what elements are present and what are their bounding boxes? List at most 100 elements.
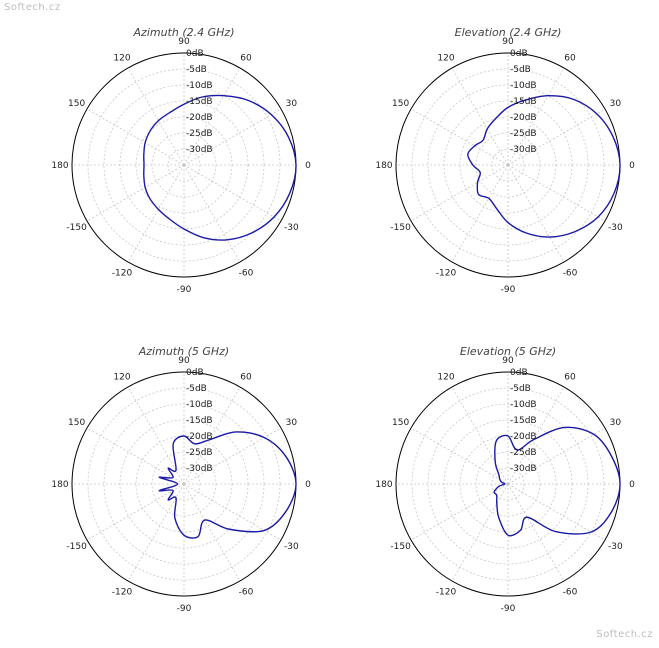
grid-spoke — [410, 427, 509, 485]
angle-tick-label: 0 — [629, 161, 635, 171]
polar-chart-1: 0 30 60 90 120 150 180 -150 -120 -90 -60 -30 0dB -5dB… — [51, 26, 311, 295]
radial-tick-label: -5dB — [510, 65, 531, 75]
angle-tick-label: -60 — [239, 268, 254, 278]
grid-spoke — [410, 164, 509, 222]
angle-tick-label: -90 — [177, 285, 192, 295]
angle-tick-label: -150 — [390, 542, 411, 552]
grid-spoke — [507, 483, 606, 541]
chart-title: Elevation (5 GHz) — [460, 345, 556, 358]
angle-tick-label: -150 — [66, 223, 87, 233]
grid-spoke — [127, 386, 185, 485]
radial-tick-label: -30dB — [186, 464, 213, 474]
angle-tick-label: -120 — [112, 268, 133, 278]
angle-tick-label: -60 — [563, 587, 578, 597]
grid-spoke — [451, 386, 509, 485]
angle-tick-label: 120 — [437, 373, 454, 383]
radial-tick-label: -10dB — [186, 400, 213, 410]
angle-tick-label: 30 — [610, 99, 622, 109]
angle-tick-label: 180 — [375, 161, 392, 171]
chart-title: Elevation (2.4 GHz) — [455, 26, 562, 39]
grid-spoke — [86, 483, 185, 541]
angle-tick-label: -30 — [608, 542, 623, 552]
angle-tick-label: 180 — [51, 161, 68, 171]
grid-spoke — [127, 164, 185, 263]
grid-spoke — [183, 483, 282, 541]
angle-tick-label: 0 — [305, 480, 311, 490]
grid-spoke — [410, 483, 509, 541]
angle-tick-label: -90 — [177, 604, 192, 614]
angle-tick-label: -120 — [436, 587, 457, 597]
radial-tick-label: -5dB — [186, 384, 207, 394]
angle-tick-label: 60 — [240, 54, 252, 64]
radial-tick-label: -15dB — [510, 416, 537, 426]
radial-tick-label: -25dB — [186, 448, 213, 458]
angle-tick-label: 150 — [392, 418, 409, 428]
grid-spoke — [507, 108, 606, 166]
grid-spoke — [183, 164, 241, 263]
angle-tick-label: 30 — [286, 418, 298, 428]
angle-tick-label: 60 — [564, 54, 576, 64]
radial-tick-label: -30dB — [510, 464, 537, 474]
grid-spoke — [86, 164, 185, 222]
grid-spoke — [451, 164, 509, 263]
angle-tick-label: 120 — [437, 54, 454, 64]
watermark-top: Softech.cz — [4, 2, 61, 13]
radial-tick-label: -25dB — [510, 448, 537, 458]
grid-spoke — [507, 427, 606, 485]
grid-spoke — [451, 483, 509, 582]
grid-spoke — [507, 386, 565, 485]
grid-spoke — [127, 483, 185, 582]
angle-tick-label: -90 — [501, 285, 516, 295]
radial-tick-label: -15dB — [186, 97, 213, 107]
grid-spoke — [451, 67, 509, 166]
angle-tick-label: -60 — [563, 268, 578, 278]
grid-spoke — [86, 427, 185, 485]
radial-tick-label: -25dB — [186, 129, 213, 139]
angle-tick-label: 0 — [305, 161, 311, 171]
radial-tick-label: -25dB — [510, 129, 537, 139]
angle-tick-label: -90 — [501, 604, 516, 614]
radial-tick-label: -10dB — [186, 81, 213, 91]
angle-tick-label: 90 — [178, 356, 190, 366]
grid-spoke — [507, 67, 565, 166]
grid-spoke — [86, 108, 185, 166]
angle-tick-label: 120 — [113, 373, 130, 383]
angle-tick-label: 0 — [629, 480, 635, 490]
radial-tick-label: 0dB — [186, 49, 204, 59]
radial-tick-label: -15dB — [510, 97, 537, 107]
angle-tick-label: 30 — [286, 99, 298, 109]
polar-chart-4: 0 30 60 90 120 150 180 -150 -120 -90 -60 -30 0dB -5dB… — [375, 345, 635, 614]
radial-tick-label: -30dB — [186, 145, 213, 155]
radial-tick-label: 0dB — [186, 368, 204, 378]
radial-tick-label: -5dB — [186, 65, 207, 75]
angle-tick-label: 180 — [51, 480, 68, 490]
radial-tick-label: 0dB — [510, 49, 528, 59]
radiation-pattern-trace — [493, 426, 621, 537]
radial-tick-label: -20dB — [186, 432, 213, 442]
grid-spoke — [507, 483, 565, 582]
watermark-bottom: Softech.cz — [596, 629, 653, 640]
angle-tick-label: 180 — [375, 480, 392, 490]
angle-tick-label: 120 — [113, 54, 130, 64]
angle-tick-label: 30 — [610, 418, 622, 428]
angle-tick-label: -30 — [284, 542, 299, 552]
radial-tick-label: -10dB — [510, 400, 537, 410]
radiation-pattern-trace — [143, 94, 297, 241]
angle-tick-label: -30 — [608, 223, 623, 233]
grid-spoke — [183, 108, 282, 166]
angle-tick-label: 150 — [392, 99, 409, 109]
grid-spoke — [183, 386, 241, 485]
grid-spoke — [183, 164, 282, 222]
radial-tick-label: -30dB — [510, 145, 537, 155]
angle-tick-label: -150 — [390, 223, 411, 233]
grid-spoke — [507, 164, 565, 263]
radial-tick-label: -5dB — [510, 384, 531, 394]
grid-spoke — [183, 67, 241, 166]
radial-tick-label: -20dB — [186, 113, 213, 123]
grid-spoke — [507, 164, 606, 222]
radial-tick-label: -20dB — [510, 432, 537, 442]
angle-tick-label: -120 — [112, 587, 133, 597]
grid-spoke — [410, 108, 509, 166]
polar-chart-2: 0 30 60 90 120 150 180 -150 -120 -90 -60 -30 0dB -5dB… — [375, 26, 635, 295]
